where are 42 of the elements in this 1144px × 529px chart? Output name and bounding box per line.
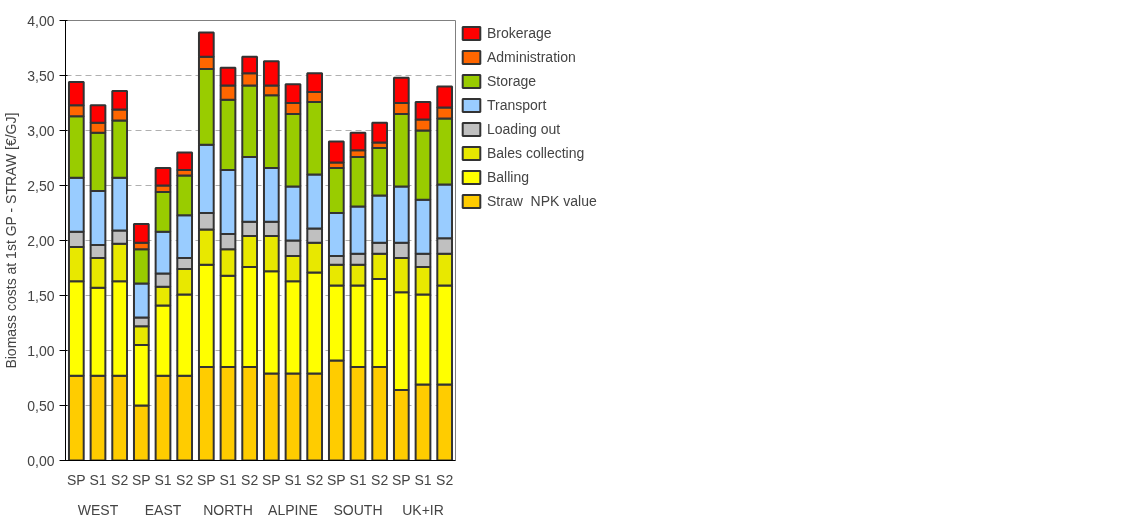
legend-label: Brokerage bbox=[487, 25, 553, 41]
x-tick-label: SP bbox=[327, 471, 346, 488]
x-tick-label: S2 bbox=[371, 471, 389, 488]
legend-label: Storage bbox=[487, 73, 538, 89]
y-tick-label: 1,50 bbox=[27, 287, 55, 304]
text: NORTH bbox=[203, 501, 253, 518]
text: SOUTH bbox=[333, 501, 383, 518]
y-tick-label: 2,50 bbox=[27, 177, 55, 194]
legend-label: Transport bbox=[487, 97, 548, 113]
x-tick-label: S1 bbox=[284, 471, 302, 488]
text: ALPINE bbox=[268, 501, 318, 518]
legend-label: Straw NPK value bbox=[487, 193, 598, 209]
x-tick-label: S2 bbox=[306, 471, 324, 488]
x-tick-label: S2 bbox=[241, 471, 259, 488]
y-tick-label: 2,00 bbox=[27, 232, 55, 249]
y-tick-label: 3,50 bbox=[27, 67, 55, 84]
x-tick-label: S1 bbox=[89, 471, 107, 488]
text: WEST bbox=[77, 501, 119, 518]
x-tick-label: S1 bbox=[349, 471, 367, 488]
x-tick-label: SP bbox=[392, 471, 411, 488]
legend-label: Administration bbox=[487, 49, 577, 65]
y-tick-label: 4,00 bbox=[27, 12, 55, 29]
x-tick-label: SP bbox=[197, 471, 216, 488]
x-tick-label: S1 bbox=[219, 471, 237, 488]
x-tick-label: S1 bbox=[414, 471, 432, 488]
y-tick-label: 3,00 bbox=[27, 122, 55, 139]
x-tick-label: SP bbox=[262, 471, 281, 488]
y-axis-title: Biomass costs at 1st GP - STRAW [€/GJ] bbox=[3, 112, 20, 369]
x-tick-label: S1 bbox=[154, 471, 172, 488]
x-tick-label: SP bbox=[132, 471, 151, 488]
y-tick-label: 0,50 bbox=[27, 397, 55, 414]
x-tick-label: S2 bbox=[436, 471, 454, 488]
y-tick-label: 1,00 bbox=[27, 342, 55, 359]
text: EAST bbox=[144, 501, 182, 518]
x-tick-label: S2 bbox=[176, 471, 194, 488]
legend-label: Balling bbox=[487, 169, 531, 185]
legend-label: Loading out bbox=[487, 121, 562, 137]
x-tick-label: SP bbox=[67, 471, 86, 488]
legend-label: Bales collecting bbox=[487, 145, 586, 161]
x-tick-label: S2 bbox=[111, 471, 129, 488]
y-tick-label: 0,00 bbox=[27, 452, 55, 469]
text: UK+IR bbox=[402, 501, 444, 518]
